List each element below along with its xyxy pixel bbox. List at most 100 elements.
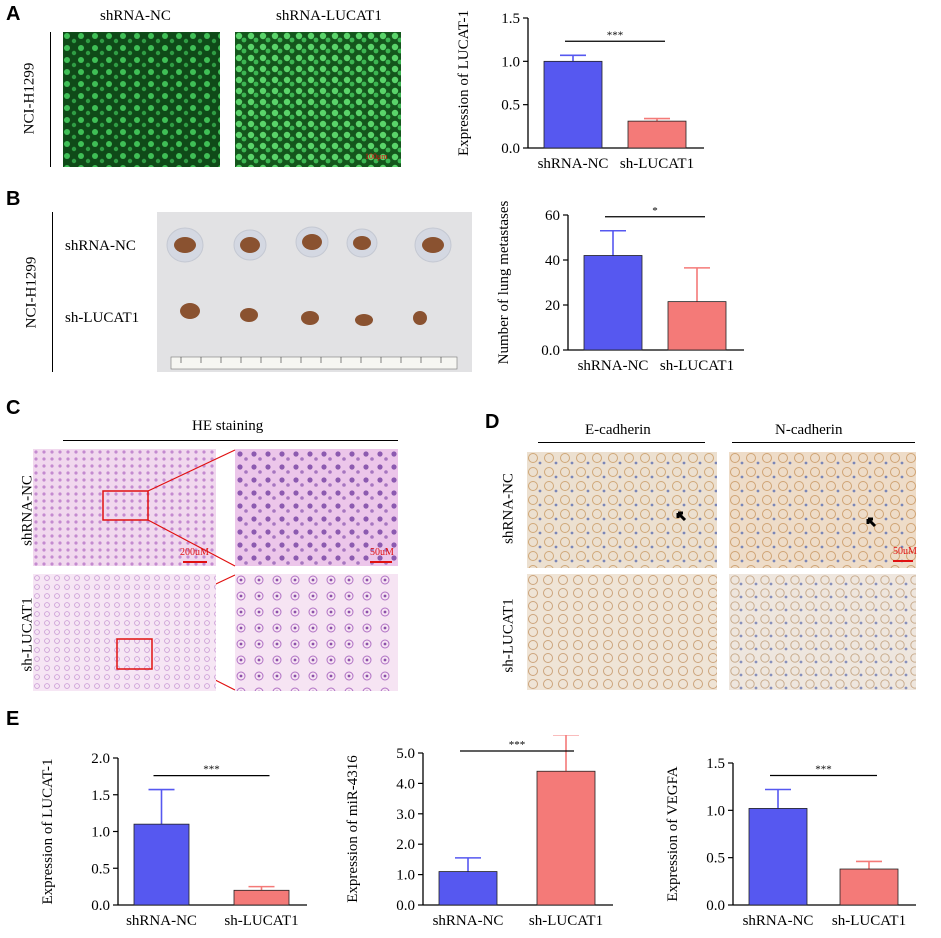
panel-b-row-label-lucat1: sh-LUCAT1: [65, 310, 140, 326]
chart-b: 0.0 20 40 60 Number of lung metastases shRNA-…: [496, 200, 744, 374]
category-label: shRNA-NC: [126, 913, 197, 929]
category-label: shRNA-NC: [433, 913, 504, 929]
arrow-icon: [866, 517, 877, 528]
y-tick-label: 0.5: [501, 98, 520, 114]
category-label: sh-LUCAT1: [620, 156, 694, 172]
y-tick-label: 1.5: [91, 788, 110, 804]
y-tick-label: 0.0: [541, 343, 560, 359]
fluorescence-image-shrna-nc: [63, 32, 220, 167]
chart-a: 0.0 0.5 1.0 1.5 Expression of LUCAT-1 shRNA-N…: [456, 10, 704, 172]
chart-e2: 0.0 1.0 2.0 3.0 4.0 5.0 Expression of miR-4316…: [345, 735, 613, 929]
panel-letter-d: D: [485, 411, 500, 433]
panel-d-header-rule-1: [538, 442, 705, 443]
significance-stars: ***: [509, 739, 526, 751]
panel-letter-b: B: [6, 188, 21, 210]
y-tick-label: 60: [545, 208, 560, 224]
arrow-icon: [676, 511, 687, 522]
panel-d-header-n-cadherin: N-cadherin: [775, 422, 843, 438]
y-axis-label: Expression of LUCAT-1: [456, 10, 472, 156]
y-tick-label: 2.0: [396, 837, 415, 853]
panel-a-image-title-lucat1: shRNA-LUCAT1: [276, 8, 382, 24]
panel-c-header-rule: [63, 440, 398, 441]
bar: [438, 871, 498, 906]
y-tick-label: 0.5: [91, 861, 110, 877]
ihc-image-n-cadherin-lucat1: [729, 574, 916, 690]
category-label: sh-LUCAT1: [529, 913, 603, 929]
lung-photo-drawing: [157, 212, 472, 372]
ihc-texture: [729, 574, 916, 690]
ihc-image-e-cadherin-lucat1: [527, 574, 717, 690]
he-texture: [33, 574, 216, 691]
panel-c-scale-label-low: 200uM: [180, 547, 209, 558]
y-tick-label: 1.0: [501, 54, 520, 70]
he-image-lucat1-high: [235, 574, 398, 691]
he-image-nc-low: [33, 449, 216, 566]
ihc-texture: [527, 452, 717, 568]
category-label: shRNA-NC: [578, 358, 649, 374]
bar: [233, 889, 290, 906]
y-tick-label: 2.0: [91, 751, 110, 767]
panel-c-scale-bar-high: [370, 561, 392, 563]
category-label: shRNA-NC: [743, 913, 814, 929]
bar: [627, 120, 687, 149]
ihc-texture: [527, 574, 717, 690]
panel-d-scale-bar: [893, 560, 913, 562]
panel-d-scale-label: 50uM: [893, 546, 917, 557]
panel-d-header-e-cadherin: E-cadherin: [585, 422, 651, 438]
y-tick-label: 1.0: [706, 803, 725, 819]
y-tick-label: 0.0: [706, 898, 725, 914]
panel-a-scale-label: 100μm: [365, 152, 388, 161]
y-tick-label: 3.0: [396, 807, 415, 823]
he-texture: [33, 449, 216, 566]
chart-e1: 0.0 0.5 1.0 1.5 2.0 Expression of LUCAT-1 shRN…: [40, 751, 307, 929]
he-texture: [235, 574, 398, 691]
bar: [583, 255, 643, 351]
bar: [839, 868, 899, 906]
y-tick-label: 0.0: [396, 898, 415, 914]
y-axis-label: Expression of VEGFA: [665, 766, 681, 901]
lung-photo: [157, 212, 472, 372]
panel-a-image-title-nc: shRNA-NC: [100, 8, 171, 24]
he-texture: [235, 449, 398, 566]
panel-a-row-divider: [50, 32, 51, 167]
fluorescence-texture: [63, 32, 220, 167]
y-tick-label: 1.5: [706, 756, 725, 772]
y-tick-label: 5.0: [396, 746, 415, 762]
panel-c-scale-label-high: 50uM: [370, 547, 394, 558]
y-axis-label: Expression of LUCAT-1: [40, 758, 56, 904]
y-axis-label: Expression of miR-4316: [345, 755, 361, 903]
y-tick-label: 40: [545, 253, 560, 269]
bar: [667, 301, 727, 351]
y-tick-label: 1.0: [396, 868, 415, 884]
ihc-image-e-cadherin-nc: [527, 452, 717, 568]
ihc-texture: [729, 452, 916, 568]
y-tick-label: 20: [545, 298, 560, 314]
bar: [748, 808, 808, 906]
category-label: sh-LUCAT1: [660, 358, 734, 374]
y-tick-label: 1.0: [91, 825, 110, 841]
y-tick-label: 0.0: [501, 141, 520, 157]
y-tick-label: 4.0: [396, 776, 415, 792]
bar: [133, 823, 190, 906]
bar: [536, 770, 596, 906]
significance-stars: ***: [815, 764, 832, 776]
panel-b-cell-line-label: NCI-H1299: [23, 256, 40, 329]
significance-stars: *: [652, 205, 658, 217]
panel-d-row-label-lucat1: sh-LUCAT1: [500, 598, 517, 673]
panel-letter-e: E: [6, 708, 20, 730]
panel-d-header-rule-2: [732, 442, 915, 443]
panel-letter-c: C: [6, 397, 21, 419]
significance-stars: ***: [203, 764, 220, 776]
he-image-lucat1-low: [33, 574, 216, 691]
panel-b-row-divider: [52, 212, 53, 372]
he-image-nc-high: [235, 449, 398, 566]
panel-a-cell-line-label: NCI-H1299: [21, 62, 38, 135]
panel-c-header: HE staining: [192, 418, 264, 434]
panel-letter-a: A: [6, 3, 21, 25]
significance-stars: ***: [607, 29, 624, 41]
panel-c-scale-bar-low: [183, 561, 207, 563]
fluorescence-image-shrna-lucat1: 100μm: [235, 32, 401, 167]
category-label: sh-LUCAT1: [832, 913, 906, 929]
y-tick-label: 1.5: [501, 11, 520, 27]
chart-e3: 0.0 0.5 1.0 1.5 Expression of VEGFA shRNA-NC s…: [665, 756, 916, 929]
